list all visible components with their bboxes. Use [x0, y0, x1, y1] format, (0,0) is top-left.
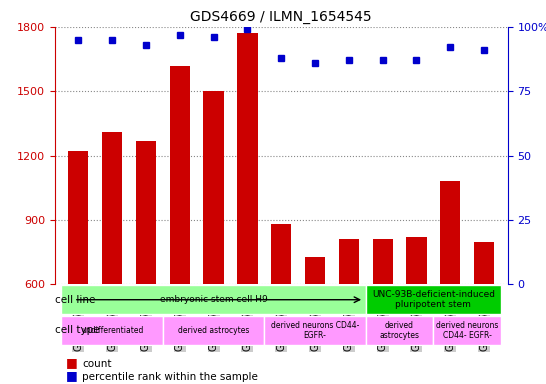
- Bar: [170, 66, 190, 384]
- FancyBboxPatch shape: [434, 316, 501, 345]
- Text: cell line: cell line: [55, 295, 96, 305]
- Bar: [372, 239, 393, 384]
- Text: derived neurons
CD44- EGFR-: derived neurons CD44- EGFR-: [436, 321, 498, 340]
- Bar: [440, 181, 460, 384]
- Text: ■: ■: [66, 369, 78, 382]
- Text: cell type: cell type: [55, 325, 100, 335]
- Bar: [237, 33, 258, 384]
- FancyBboxPatch shape: [163, 316, 264, 345]
- FancyBboxPatch shape: [264, 316, 366, 345]
- Bar: [339, 239, 359, 384]
- Bar: [271, 224, 292, 384]
- FancyBboxPatch shape: [366, 316, 434, 345]
- FancyBboxPatch shape: [61, 316, 163, 345]
- Text: embryonic stem cell H9: embryonic stem cell H9: [159, 295, 268, 304]
- Text: UNC-93B-deficient-induced
pluripotent stem: UNC-93B-deficient-induced pluripotent st…: [372, 290, 495, 310]
- FancyBboxPatch shape: [61, 285, 366, 314]
- Text: percentile rank within the sample: percentile rank within the sample: [82, 372, 258, 382]
- Text: derived neurons CD44-
EGFR-: derived neurons CD44- EGFR-: [271, 321, 359, 340]
- Bar: [406, 237, 426, 384]
- Bar: [68, 151, 88, 384]
- Text: ■: ■: [66, 356, 78, 369]
- Title: GDS4669 / ILMN_1654545: GDS4669 / ILMN_1654545: [191, 10, 372, 25]
- FancyBboxPatch shape: [366, 285, 501, 314]
- Bar: [474, 242, 494, 384]
- Text: undifferentiated: undifferentiated: [81, 326, 143, 335]
- Bar: [102, 132, 122, 384]
- Bar: [305, 257, 325, 384]
- Text: derived
astrocytes: derived astrocytes: [379, 321, 419, 340]
- Bar: [204, 91, 224, 384]
- Text: derived astrocytes: derived astrocytes: [178, 326, 249, 335]
- Bar: [136, 141, 156, 384]
- Text: count: count: [82, 359, 111, 369]
